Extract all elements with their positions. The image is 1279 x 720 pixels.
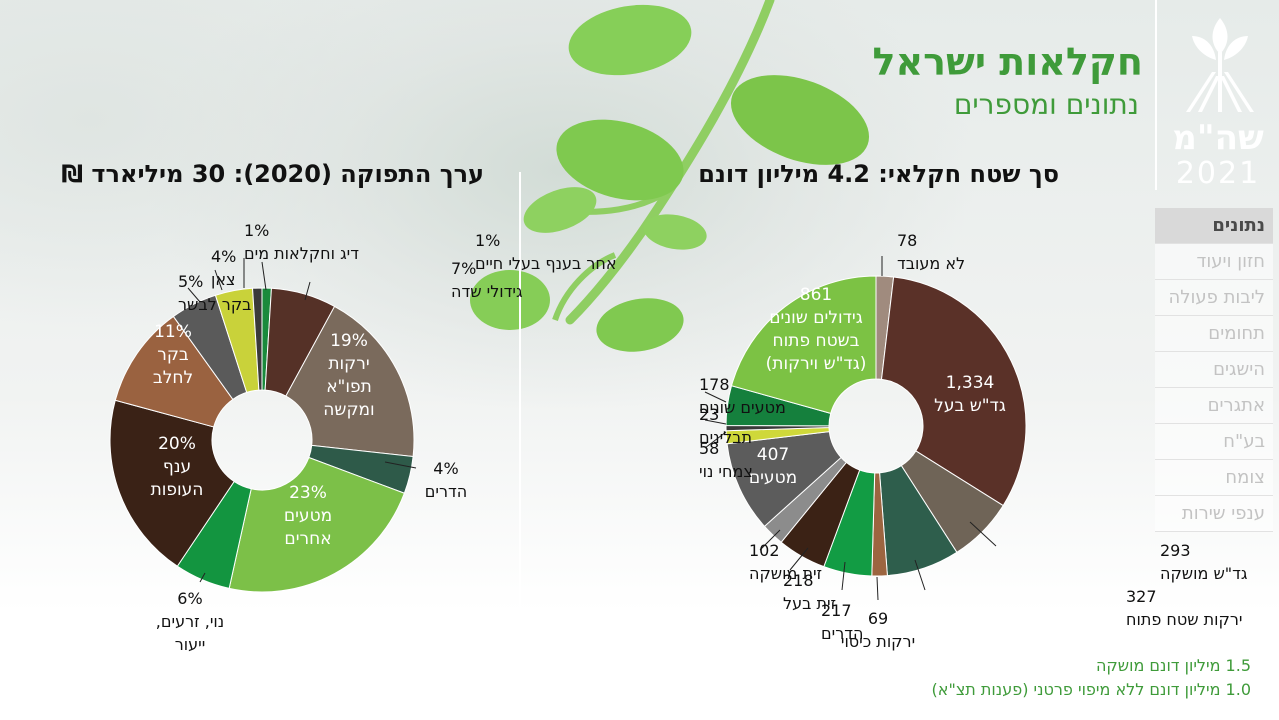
chart2-label-3: 293 גד"ש מושקה bbox=[1160, 541, 1248, 583]
chart1-leader-9 bbox=[187, 287, 201, 303]
chart1-label-11: 1% דיג וחקלאות מים bbox=[244, 221, 359, 263]
chart2-label-11: 23 תבלינים bbox=[699, 405, 752, 447]
nav-item-core-activities[interactable]: ליבות פעולה bbox=[1155, 280, 1273, 316]
side-nav: נתונים חזון ויעוד ליבות פעולה תחומים היש… bbox=[1155, 208, 1273, 532]
chart1-label-1: 1% אחר בענף בעלי חיים bbox=[475, 231, 617, 273]
chart2-label-7: 218 זית בעל bbox=[783, 571, 836, 613]
chart1-slice-11 bbox=[252, 287, 263, 391]
nav-item-fields[interactable]: תחומים bbox=[1155, 316, 1273, 352]
chart2-leader-7 bbox=[789, 547, 809, 571]
output-chart-title: ערך התפוקה (2020): 30 מיליארד ₪ bbox=[61, 160, 484, 188]
logo-text: שה"מ bbox=[1172, 118, 1264, 158]
chart2-leader-5 bbox=[876, 576, 879, 601]
chart2-label-10: 58 צמחי נוי bbox=[699, 439, 753, 481]
chart2-label-1: 78 לא מעובד bbox=[897, 231, 965, 273]
chart2-leader-11 bbox=[704, 419, 727, 425]
footnote-irrigated: 1.5 מיליון דונם מושקה bbox=[1095, 656, 1251, 675]
nav-item-livestock[interactable]: בע"ח bbox=[1155, 424, 1273, 460]
nav-item-data[interactable]: נתונים bbox=[1155, 208, 1273, 244]
chart1-leader-6 bbox=[199, 572, 206, 583]
chart2-leader-10 bbox=[704, 431, 727, 449]
logo-divider bbox=[1155, 0, 1157, 190]
chart2-leader-12 bbox=[704, 391, 727, 403]
chart1-leader-2 bbox=[304, 281, 311, 301]
chart-divider bbox=[519, 172, 521, 622]
chart1-label-7: 20% ענף העופות bbox=[151, 434, 204, 500]
chart1-label-10: 4% צאן bbox=[211, 247, 236, 289]
chart2-leader-8 bbox=[759, 529, 781, 551]
chart1-label-4: 4% הדרים bbox=[425, 459, 467, 501]
chart2-label-2: 1,334 גד"ש בעל bbox=[934, 373, 1006, 416]
chart1-label-9: 5% בקר לבשר bbox=[178, 272, 251, 314]
chart2-label-13: 861 גידולים שונים בשטח פתוח (גד"ש וירקות) bbox=[766, 285, 867, 374]
plant-illustration bbox=[470, 0, 870, 352]
chart1-slice-3 bbox=[285, 305, 415, 458]
nav-item-achievements[interactable]: הישגים bbox=[1155, 352, 1273, 388]
chart1-leader-10 bbox=[214, 269, 223, 291]
area-chart-title: סך שטח חקלאי: 4.2 מיליון דונם bbox=[698, 160, 1059, 188]
chart2-label-9: 407 מטעים bbox=[749, 445, 797, 488]
chart2-leader-3 bbox=[969, 521, 997, 547]
chart1-label-6: 6% נוי, זרעים, ייעור bbox=[156, 589, 224, 654]
nav-item-vision[interactable]: חזון ויעוד bbox=[1155, 244, 1273, 280]
chart2-leader-4 bbox=[914, 559, 926, 591]
chart2-slice-13 bbox=[730, 275, 877, 414]
chart1-label-2: 7% גידולי שדה bbox=[451, 259, 523, 301]
page-title: חקלאות ישראל bbox=[872, 40, 1143, 84]
chart2-label-6: 217 הדרים bbox=[821, 601, 863, 643]
nav-item-challenges[interactable]: אתגרים bbox=[1155, 388, 1273, 424]
page-subtitle: נתונים ומספרים bbox=[953, 88, 1139, 121]
chart1-slice-8 bbox=[114, 315, 234, 428]
chart1-label-3: 19% ירקות תפו"א ומקשה bbox=[323, 331, 374, 420]
chart1-slice-5 bbox=[228, 456, 406, 593]
chart1-label-8: 11% בקר לחלב bbox=[153, 322, 193, 388]
chart2-label-4: 327 ירקות שטח פתוח bbox=[1126, 587, 1243, 629]
chart2-slice-2 bbox=[880, 276, 1027, 507]
nav-item-crops[interactable]: צומח bbox=[1155, 460, 1273, 496]
footnote-unmapped: 1.0 מיליון דונם ללא מיפוי פרטני (פענות ת… bbox=[931, 680, 1251, 699]
chart2-leader-6 bbox=[841, 561, 846, 591]
plant-logo-icon bbox=[1186, 18, 1254, 112]
nav-item-services[interactable]: ענפי שירות bbox=[1155, 496, 1273, 532]
logo-year: 2021 bbox=[1175, 156, 1261, 191]
chart2-label-5: 69 ירקות כיסוי bbox=[841, 609, 915, 651]
chart2-label-12: 178 מטעים שונים bbox=[699, 375, 786, 417]
chart2-label-8: 102 זית מושקה bbox=[749, 541, 822, 583]
chart1-label-5: 23% מטעים אחרים bbox=[284, 483, 332, 549]
chart1-leader-4 bbox=[384, 461, 417, 469]
chart1-slice-7 bbox=[109, 399, 235, 567]
chart1-leader-1 bbox=[261, 261, 267, 291]
